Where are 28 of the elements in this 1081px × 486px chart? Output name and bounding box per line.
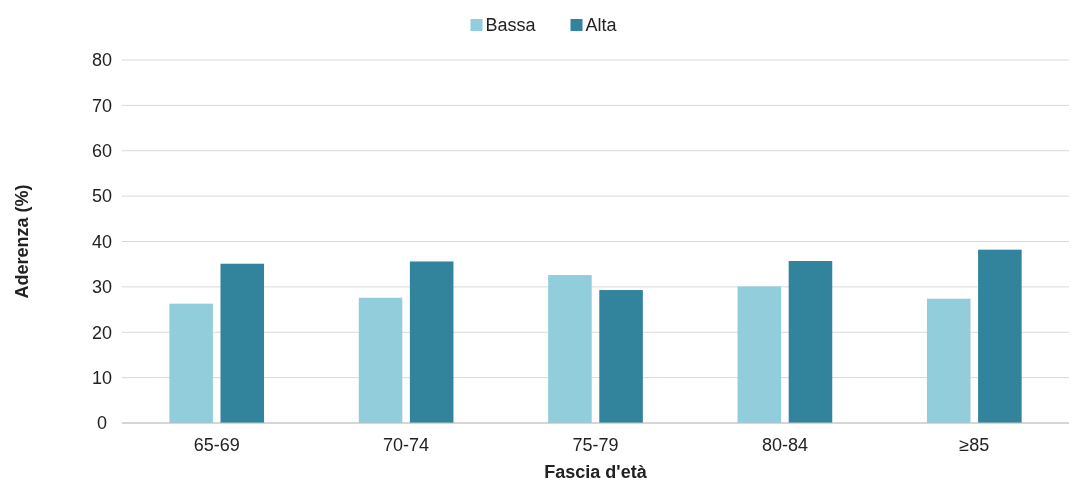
x-axis-title: Fascia d'età — [544, 462, 648, 482]
y-tick-label: 50 — [91, 186, 113, 207]
bar — [926, 298, 971, 423]
bar — [548, 275, 592, 423]
y-tick-label: 80 — [91, 50, 113, 71]
y-tick-label: 0 — [96, 413, 108, 434]
bar — [788, 261, 833, 423]
bar — [737, 286, 782, 423]
bar — [220, 263, 265, 423]
y-tick-label: 40 — [91, 231, 113, 252]
x-tick-label: ≥85 — [959, 435, 990, 455]
y-tick-label: 20 — [91, 322, 113, 343]
bar — [409, 261, 454, 423]
x-tick-label: 75-79 — [572, 435, 619, 455]
legend-label: Alta — [585, 15, 618, 36]
y-axis-title: Aderenza (%) — [12, 184, 32, 299]
legend-label: Bassa — [485, 15, 537, 36]
x-tick-label: 80-84 — [761, 435, 808, 455]
bar — [978, 249, 1022, 423]
bar — [358, 297, 403, 423]
bar — [169, 303, 213, 423]
bar — [599, 290, 643, 423]
y-tick-label: 30 — [91, 277, 113, 298]
x-tick-label: 65-69 — [193, 435, 240, 455]
y-tick-label: 70 — [91, 95, 113, 116]
y-tick-label: 60 — [91, 141, 113, 162]
x-tick-label: 70-74 — [383, 435, 430, 455]
y-tick-label: 10 — [91, 367, 113, 388]
